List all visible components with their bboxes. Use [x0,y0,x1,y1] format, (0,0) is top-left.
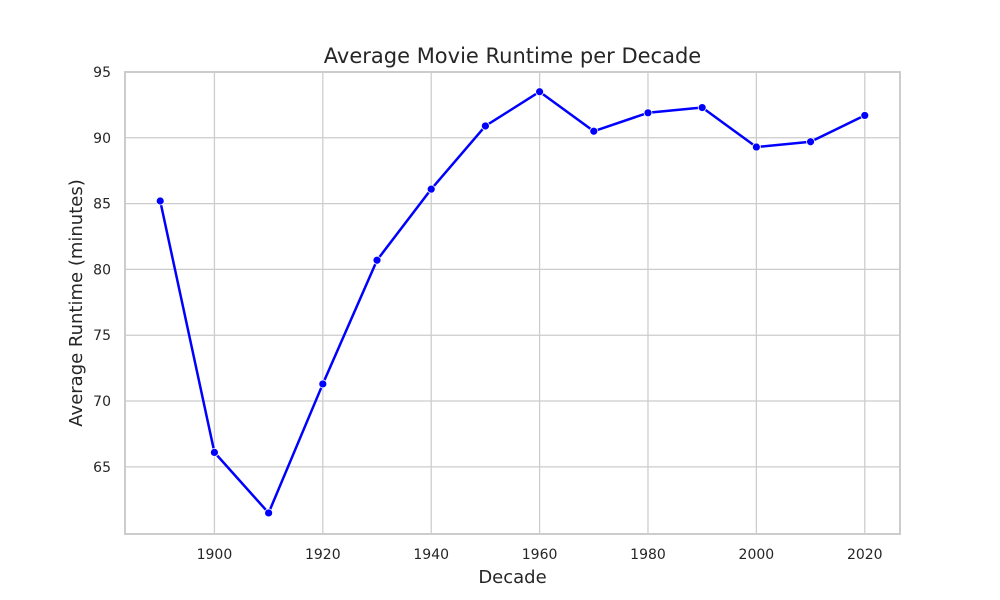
x-tick-label: 1920 [305,547,341,563]
y-tick-label: 90 [93,131,111,147]
data-point [155,196,165,206]
x-tick-label: 2000 [739,547,775,563]
x-tick-label: 2020 [847,547,883,563]
data-point [264,508,274,518]
data-point [697,103,707,112]
y-tick-label: 95 [93,65,111,81]
chart-title: Average Movie Runtime per Decade [324,44,701,68]
data-point [589,126,599,136]
y-axis-title: Average Runtime (minutes) [66,179,87,426]
x-tick-label: 1900 [197,547,233,563]
x-tick-label: 1980 [630,547,666,563]
data-point [751,142,761,152]
data-point [643,108,653,118]
series-line [158,90,867,515]
data-point [426,184,436,194]
data-point [372,255,382,265]
y-tick-label: 85 [93,197,111,213]
plot-area-frame [124,71,901,535]
series-layer [155,87,870,518]
data-point [481,121,490,131]
data-point [860,111,870,120]
data-point [806,137,815,147]
grid [125,71,900,534]
data-point [210,447,219,457]
y-tick-label: 70 [93,394,111,410]
x-axis-title: Decade [478,567,546,588]
tick-labels: 1900 1920 1940 1960 1980 2000 2020 65 70 75 80 85 90… [93,65,882,563]
data-point [318,379,328,389]
y-tick-label: 65 [93,460,111,476]
y-tick-label: 80 [93,262,111,278]
x-tick-label: 1960 [522,547,558,563]
x-tick-label: 1940 [413,547,449,563]
data-point [535,87,544,97]
y-tick-label: 75 [93,328,111,344]
